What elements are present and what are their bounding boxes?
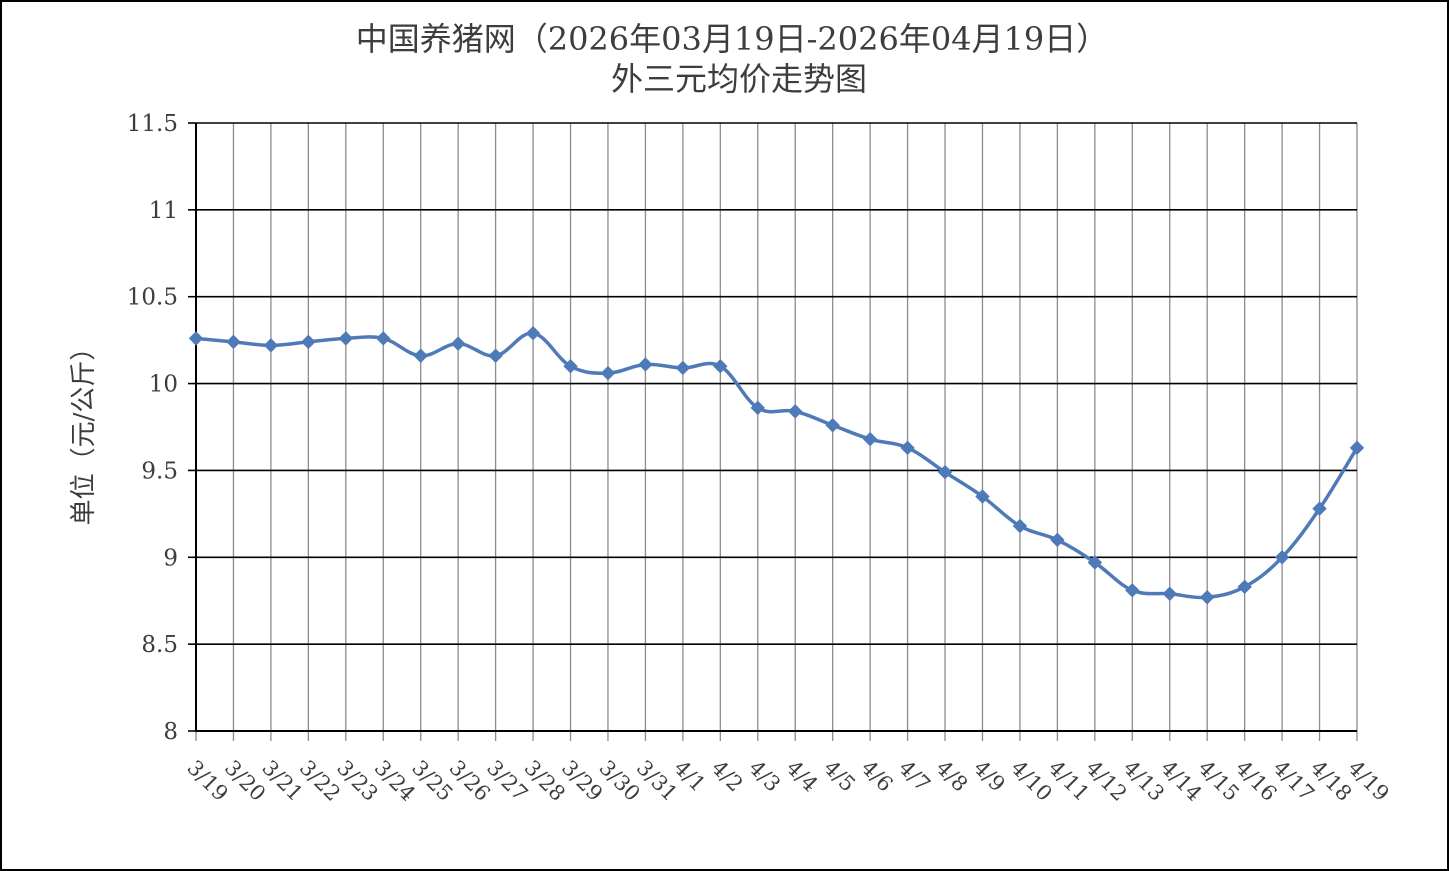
data-point [675, 360, 691, 376]
data-point [226, 334, 241, 350]
x-tick-label: 4/6 [857, 756, 898, 797]
chart-subtitle: 外三元均价走势图 [611, 60, 867, 98]
x-tick-label: 3/19 [182, 756, 232, 806]
data-point [638, 357, 653, 372]
chart-title: 中国养猪网（2026年03月19日-2026年04月19日） [356, 20, 1109, 58]
data-point [1312, 501, 1327, 516]
data-point [376, 331, 391, 346]
x-tick-label: 4/18 [1306, 756, 1356, 806]
x-tick-label: 4/13 [1119, 756, 1169, 806]
x-tick-label: 3/29 [557, 756, 607, 806]
x-tick-label: 3/20 [220, 756, 270, 806]
series-layer [188, 325, 1365, 605]
x-tick-label: 4/19 [1343, 756, 1393, 806]
y-tick-label: 11 [149, 198, 178, 224]
x-tick-label: 3/25 [407, 756, 457, 806]
x-tick-label: 4/4 [782, 756, 823, 797]
data-point [975, 489, 990, 504]
x-tick-label: 3/31 [632, 756, 682, 806]
data-point [1199, 590, 1215, 605]
x-tick-label: 4/17 [1269, 756, 1319, 806]
x-tick-label: 3/21 [257, 756, 307, 806]
x-tick-label: 4/16 [1231, 756, 1281, 806]
y-tick-label: 10.5 [127, 285, 178, 311]
x-tick-label: 4/8 [931, 756, 972, 797]
y-tick-label: 9.5 [141, 458, 178, 484]
x-tick-label: 3/24 [370, 756, 420, 806]
x-tick-label: 4/3 [744, 756, 785, 797]
data-point [1349, 440, 1365, 456]
data-point [1050, 532, 1065, 548]
x-tick-label: 3/27 [482, 756, 532, 806]
data-point [1162, 586, 1177, 601]
data-point [713, 358, 728, 374]
x-tick-label: 4/12 [1081, 756, 1131, 806]
data-point [338, 331, 354, 346]
data-point [788, 404, 803, 419]
data-point [900, 440, 915, 456]
x-tick-label: 4/2 [707, 756, 748, 797]
x-tick-label: 3/26 [445, 756, 495, 806]
y-tick-labels: 8 8.5 9 9.5 10 10.5 11 11.5 [127, 111, 178, 745]
x-tick-label: 4/5 [819, 756, 860, 797]
data-point [301, 334, 316, 350]
data-point [600, 365, 616, 381]
data-point [525, 325, 541, 341]
data-point [862, 431, 878, 447]
x-tick-label: 4/9 [969, 756, 1010, 797]
x-tick-labels: 3/193/203/213/223/233/243/253/263/273/28… [182, 756, 1393, 806]
grid-layer [188, 122, 1358, 741]
data-point [1012, 518, 1028, 534]
data-point [563, 358, 578, 374]
x-tick-label: 4/11 [1044, 756, 1094, 806]
y-tick-label: 9 [163, 545, 178, 571]
data-point [188, 331, 204, 346]
data-point [1125, 583, 1140, 598]
x-tick-label: 4/15 [1194, 756, 1244, 806]
x-tick-label: 3/23 [332, 756, 382, 806]
y-tick-label: 11.5 [127, 111, 178, 137]
y-tick-label: 10 [149, 372, 178, 398]
x-tick-label: 3/28 [520, 756, 570, 806]
data-point [488, 348, 503, 363]
x-tick-label: 4/14 [1156, 756, 1206, 806]
data-point [1274, 550, 1290, 565]
x-tick-label: 3/22 [295, 756, 345, 806]
x-tick-label: 4/7 [894, 756, 935, 797]
data-point [450, 336, 466, 351]
data-point [937, 464, 953, 480]
y-axis-label: 单位（元/公斤） [69, 335, 99, 526]
data-point [413, 348, 428, 363]
data-point [750, 400, 765, 416]
data-point [825, 418, 840, 433]
data-point [1087, 555, 1103, 570]
x-tick-label: 4/10 [1006, 756, 1056, 806]
data-point [1237, 579, 1252, 595]
y-tick-label: 8.5 [141, 632, 178, 658]
y-tick-label: 8 [163, 719, 178, 745]
data-point [263, 338, 279, 353]
x-tick-label: 3/30 [594, 756, 644, 806]
